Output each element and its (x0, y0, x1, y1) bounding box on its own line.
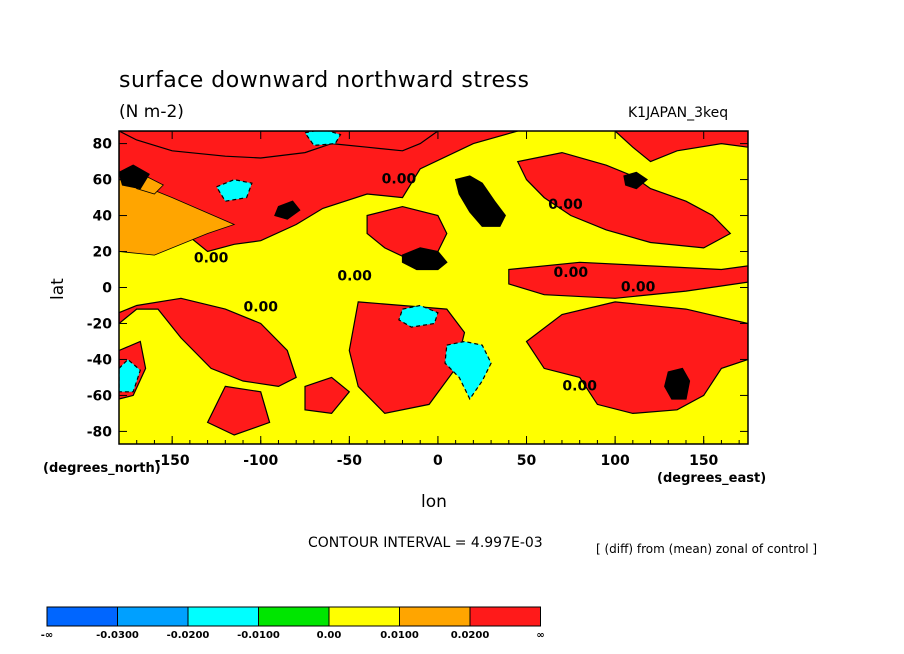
x-tick-label-2: -50 (337, 453, 363, 469)
contour-region-16 (119, 164, 150, 190)
x-tick-label-4: 50 (517, 453, 537, 469)
chart-title: surface downward northward stress (119, 68, 530, 93)
contour-label-6: 0.00 (243, 299, 278, 315)
y-tick-label-5: -20 (87, 316, 113, 332)
contour-label-1: 0.00 (548, 197, 583, 213)
contour-region-2 (614, 131, 748, 163)
colorbar-label-0: -∞ (41, 630, 53, 641)
x-tick-label-5: 100 (600, 453, 629, 469)
contour-region-6 (525, 301, 748, 415)
contour-region-4 (119, 297, 297, 388)
chart-units: (N m-2) (119, 102, 184, 122)
x-tick-label-0: -150 (155, 453, 190, 469)
contour-region-23 (444, 340, 492, 401)
contour-region-18 (623, 171, 648, 190)
contour-region-1 (119, 131, 439, 159)
colorbar-swatch-4 (328, 606, 400, 627)
y-axis-label: lat (48, 278, 68, 300)
contour-region-24 (119, 358, 141, 393)
y-tick-label-1: 60 (93, 173, 113, 189)
contour-region-9 (508, 261, 748, 299)
colorbar-label-6: 0.0200 (451, 630, 490, 641)
y-tick-label-0: 80 (93, 137, 113, 153)
contour-region-13 (304, 376, 351, 415)
contour-region-21 (215, 178, 253, 202)
y-tick-label-6: -40 (87, 352, 113, 368)
contour-region-8 (206, 385, 271, 436)
colorbar-swatch-1 (117, 606, 189, 627)
x-tick-label-1: -100 (243, 453, 278, 469)
comparison-note: [ (diff) from (mean) zonal of control ] (596, 542, 818, 556)
y-tick-label-3: 20 (93, 245, 113, 261)
colorbar-label-1: -0.0300 (96, 630, 139, 641)
contour-field: 0.00 0.00 0.00 0.00 0.00 0.00 0.00 0.00 (119, 131, 748, 436)
colorbar-swatch-2 (187, 606, 259, 627)
contour-region-10 (516, 151, 732, 249)
colorbar-swatch-5 (399, 606, 471, 627)
colorbar-label-4: 0.00 (317, 630, 342, 641)
y-tick-label-7: -60 (87, 388, 113, 404)
y-unit-label: (degrees_north) (43, 461, 161, 476)
contour-label-4: 0.00 (554, 265, 589, 281)
x-axis-label: lon (421, 492, 447, 512)
x-unit-label: (degrees_east) (657, 471, 767, 486)
contour-region-19 (664, 367, 691, 400)
contour-region-14 (454, 175, 507, 227)
contour-label-5: 0.00 (621, 280, 656, 296)
contour-label-7: 0.00 (562, 378, 597, 394)
run-label: K1JAPAN_3keq (628, 105, 729, 121)
contour-region-17 (274, 200, 301, 220)
colorbar-label-3: -0.0100 (237, 630, 280, 641)
colorbar-swatch-0 (46, 606, 118, 627)
contour-label-2: 0.00 (194, 251, 229, 267)
contour-interval: CONTOUR INTERVAL = 4.997E-03 (308, 535, 543, 551)
y-tick-label-4: 0 (102, 281, 112, 297)
colorbar-swatch-6 (469, 606, 541, 627)
x-tick-label-3: 0 (433, 453, 443, 469)
x-tick-label-6: 150 (689, 453, 718, 469)
contour-region-20 (303, 131, 342, 147)
colorbar-swatch-3 (258, 606, 330, 627)
y-tick-label-8: -80 (87, 424, 113, 440)
colorbar-label-7: ∞ (536, 630, 544, 641)
contour-label-0: 0.00 (382, 172, 417, 188)
contour-region-15 (401, 247, 448, 271)
contour-region-22 (398, 304, 439, 328)
y-tick-label-2: 40 (93, 209, 113, 225)
colorbar-label-5: 0.0100 (380, 630, 419, 641)
colorbar-label-2: -0.0200 (167, 630, 210, 641)
contour-label-3: 0.00 (337, 269, 372, 285)
